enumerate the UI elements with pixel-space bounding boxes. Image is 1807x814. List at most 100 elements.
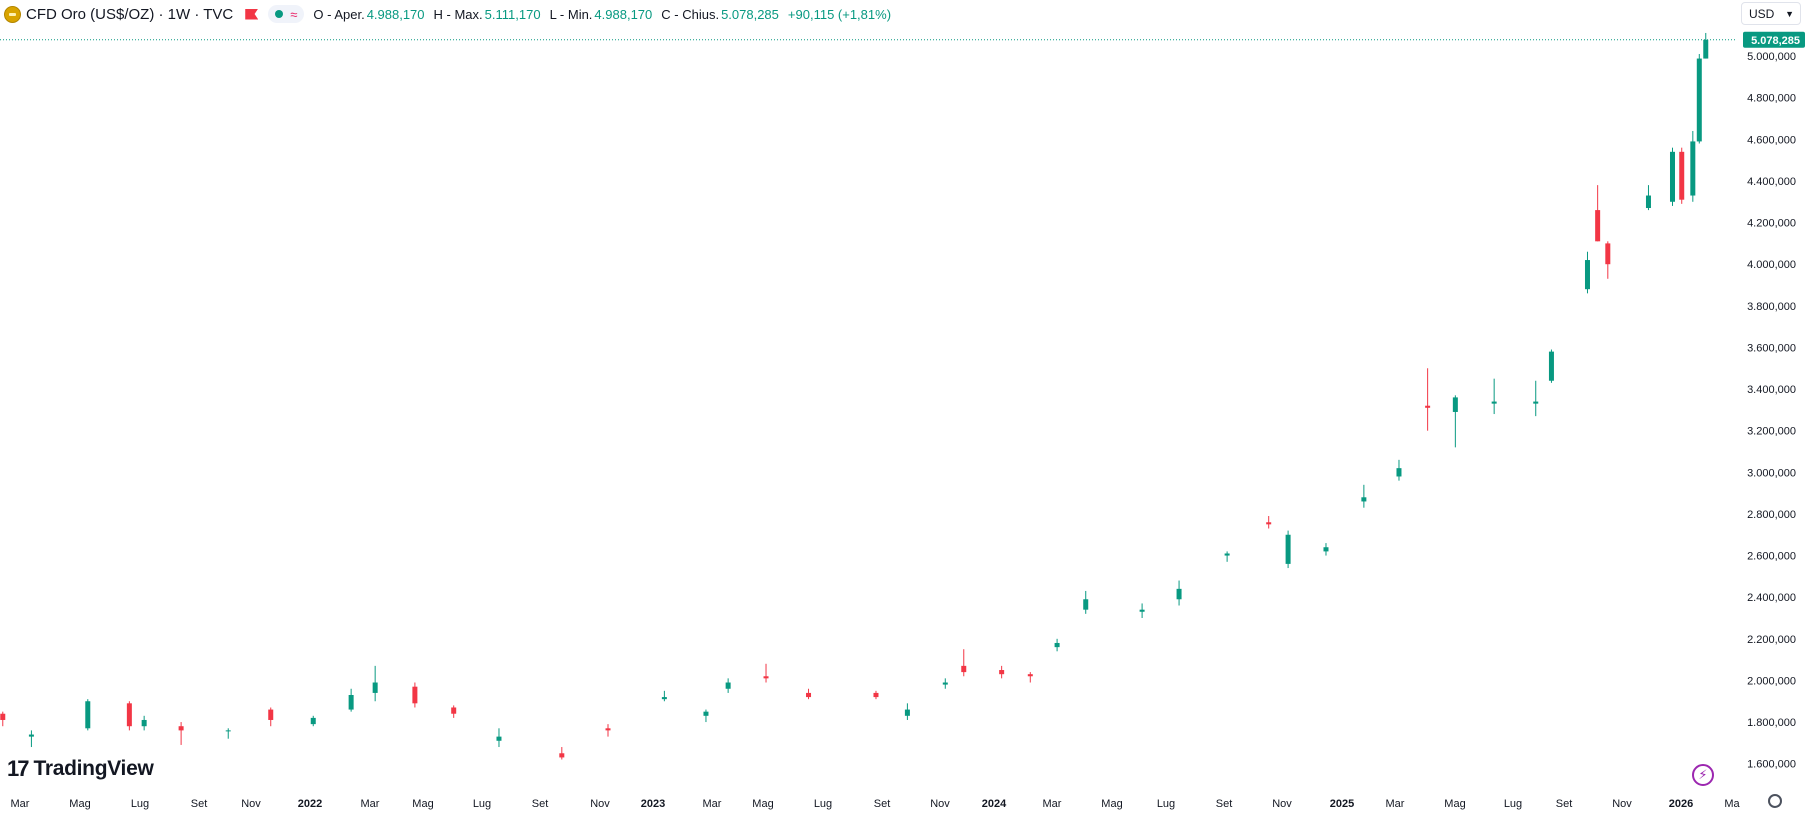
candle bbox=[1645, 185, 1651, 211]
candle bbox=[1323, 543, 1329, 556]
candle bbox=[1690, 131, 1696, 202]
low-label: L - Min. bbox=[549, 6, 593, 22]
candle-body bbox=[1224, 553, 1230, 556]
candle bbox=[763, 663, 769, 683]
time-axis: Mar Mag Lug Set Nov 2022 Mar Mag Lug Set Nov 2023 Ma… bbox=[11, 798, 1741, 810]
x-tick-label: Mag bbox=[1101, 798, 1122, 810]
candle-body bbox=[1690, 141, 1696, 196]
candle bbox=[1027, 672, 1033, 683]
candle bbox=[904, 703, 910, 720]
candle-body bbox=[942, 682, 948, 685]
change-value: +90,115 (+1,81%) bbox=[787, 6, 892, 22]
candle bbox=[961, 649, 967, 677]
x-tick-label: Nov bbox=[241, 798, 261, 810]
candle-body bbox=[661, 697, 667, 700]
candle-body bbox=[496, 736, 502, 741]
candle-body bbox=[1548, 351, 1554, 381]
x-tick-label: Mar bbox=[1386, 798, 1405, 810]
candle bbox=[1584, 251, 1590, 294]
x-tick-label: Nov bbox=[930, 798, 950, 810]
x-tick-label: Lug bbox=[473, 798, 491, 810]
candle-body bbox=[559, 753, 565, 758]
candle-body bbox=[873, 692, 879, 698]
candle-body bbox=[961, 665, 967, 673]
candle bbox=[310, 715, 316, 727]
candle-body bbox=[1679, 151, 1685, 200]
candle-body bbox=[1669, 151, 1675, 202]
candle bbox=[1425, 368, 1431, 431]
y-tick-label: 3.200,000 bbox=[1747, 426, 1796, 438]
candle bbox=[1224, 551, 1230, 562]
candle-body bbox=[703, 711, 709, 716]
candle-body bbox=[1054, 642, 1060, 648]
candle-body bbox=[1605, 243, 1611, 265]
x-tick-label: Nov bbox=[1272, 798, 1292, 810]
candle-body bbox=[605, 728, 611, 731]
candle bbox=[85, 699, 91, 731]
currency-selector[interactable]: USD ▼ bbox=[1741, 2, 1801, 25]
last-price-label: 5.078,285 bbox=[1751, 35, 1800, 47]
candle bbox=[1396, 459, 1402, 481]
candle bbox=[1669, 147, 1675, 206]
candle bbox=[725, 678, 731, 693]
candle-body bbox=[451, 707, 457, 714]
chart-legend: CFD Oro (US$/OZ) · 1W · TVC ≈ O - Aper. … bbox=[4, 2, 900, 26]
x-tick-label: Mar bbox=[11, 798, 30, 810]
open-label: O - Aper. bbox=[313, 6, 365, 22]
symbol-title[interactable]: CFD Oro (US$/OZ) · 1W · TVC bbox=[26, 5, 234, 23]
candle-body bbox=[126, 703, 132, 727]
flag-icon[interactable] bbox=[245, 8, 259, 20]
candle-body bbox=[1595, 210, 1601, 242]
candle-body bbox=[1491, 401, 1497, 404]
logo-mark: 17 bbox=[7, 756, 30, 781]
candle bbox=[605, 724, 611, 737]
x-tick-label: Mag bbox=[1444, 798, 1465, 810]
candle-body bbox=[348, 694, 354, 710]
candles-layer bbox=[0, 32, 1709, 760]
x-tick-label: Lug bbox=[1504, 798, 1522, 810]
tradingview-logo[interactable]: 17 TradingView bbox=[7, 756, 154, 782]
candle bbox=[1605, 241, 1611, 279]
candle-body bbox=[1696, 58, 1702, 142]
bolt-icon[interactable]: ⚡ bbox=[1692, 764, 1714, 786]
x-tick-label: 2025 bbox=[1330, 798, 1354, 810]
candle bbox=[1696, 54, 1702, 144]
candle-body bbox=[725, 682, 731, 689]
candle-body bbox=[0, 713, 6, 720]
candle bbox=[1083, 590, 1089, 614]
y-tick-label: 4.600,000 bbox=[1747, 134, 1796, 146]
low-value: 4.988,170 bbox=[594, 6, 653, 22]
y-tick-label: 1.600,000 bbox=[1747, 759, 1796, 771]
candle-body bbox=[85, 701, 91, 729]
candle-body bbox=[1396, 468, 1402, 477]
x-tick-label: Lug bbox=[1157, 798, 1175, 810]
x-tick-label: Nov bbox=[590, 798, 610, 810]
y-tick-label: 2.600,000 bbox=[1747, 551, 1796, 563]
y-tick-label: 4.200,000 bbox=[1747, 218, 1796, 230]
x-tick-label: Nov bbox=[1612, 798, 1632, 810]
y-tick-label: 2.000,000 bbox=[1747, 675, 1796, 687]
candle bbox=[1548, 349, 1554, 383]
y-tick-label: 3.400,000 bbox=[1747, 384, 1796, 396]
y-tick-label: 1.800,000 bbox=[1747, 717, 1796, 729]
x-tick-label: Lug bbox=[814, 798, 832, 810]
candle-body bbox=[1645, 195, 1651, 209]
candle bbox=[1533, 380, 1539, 417]
x-tick-label: 2022 bbox=[298, 798, 322, 810]
candle-body bbox=[763, 676, 769, 679]
status-pill[interactable]: ≈ bbox=[268, 5, 305, 23]
x-tick-label: Set bbox=[1216, 798, 1233, 810]
candle bbox=[1679, 147, 1685, 204]
candle-body bbox=[268, 709, 274, 720]
candle bbox=[873, 690, 879, 700]
approx-icon: ≈ bbox=[290, 6, 298, 22]
candle-body bbox=[1266, 522, 1272, 525]
candle bbox=[141, 715, 147, 731]
gear-icon[interactable] bbox=[1768, 794, 1782, 808]
gold-coin-icon bbox=[4, 5, 21, 23]
candle bbox=[999, 665, 1005, 679]
candle-body bbox=[1361, 497, 1367, 502]
candle bbox=[1266, 516, 1272, 529]
x-tick-label: 2026 bbox=[1669, 798, 1693, 810]
